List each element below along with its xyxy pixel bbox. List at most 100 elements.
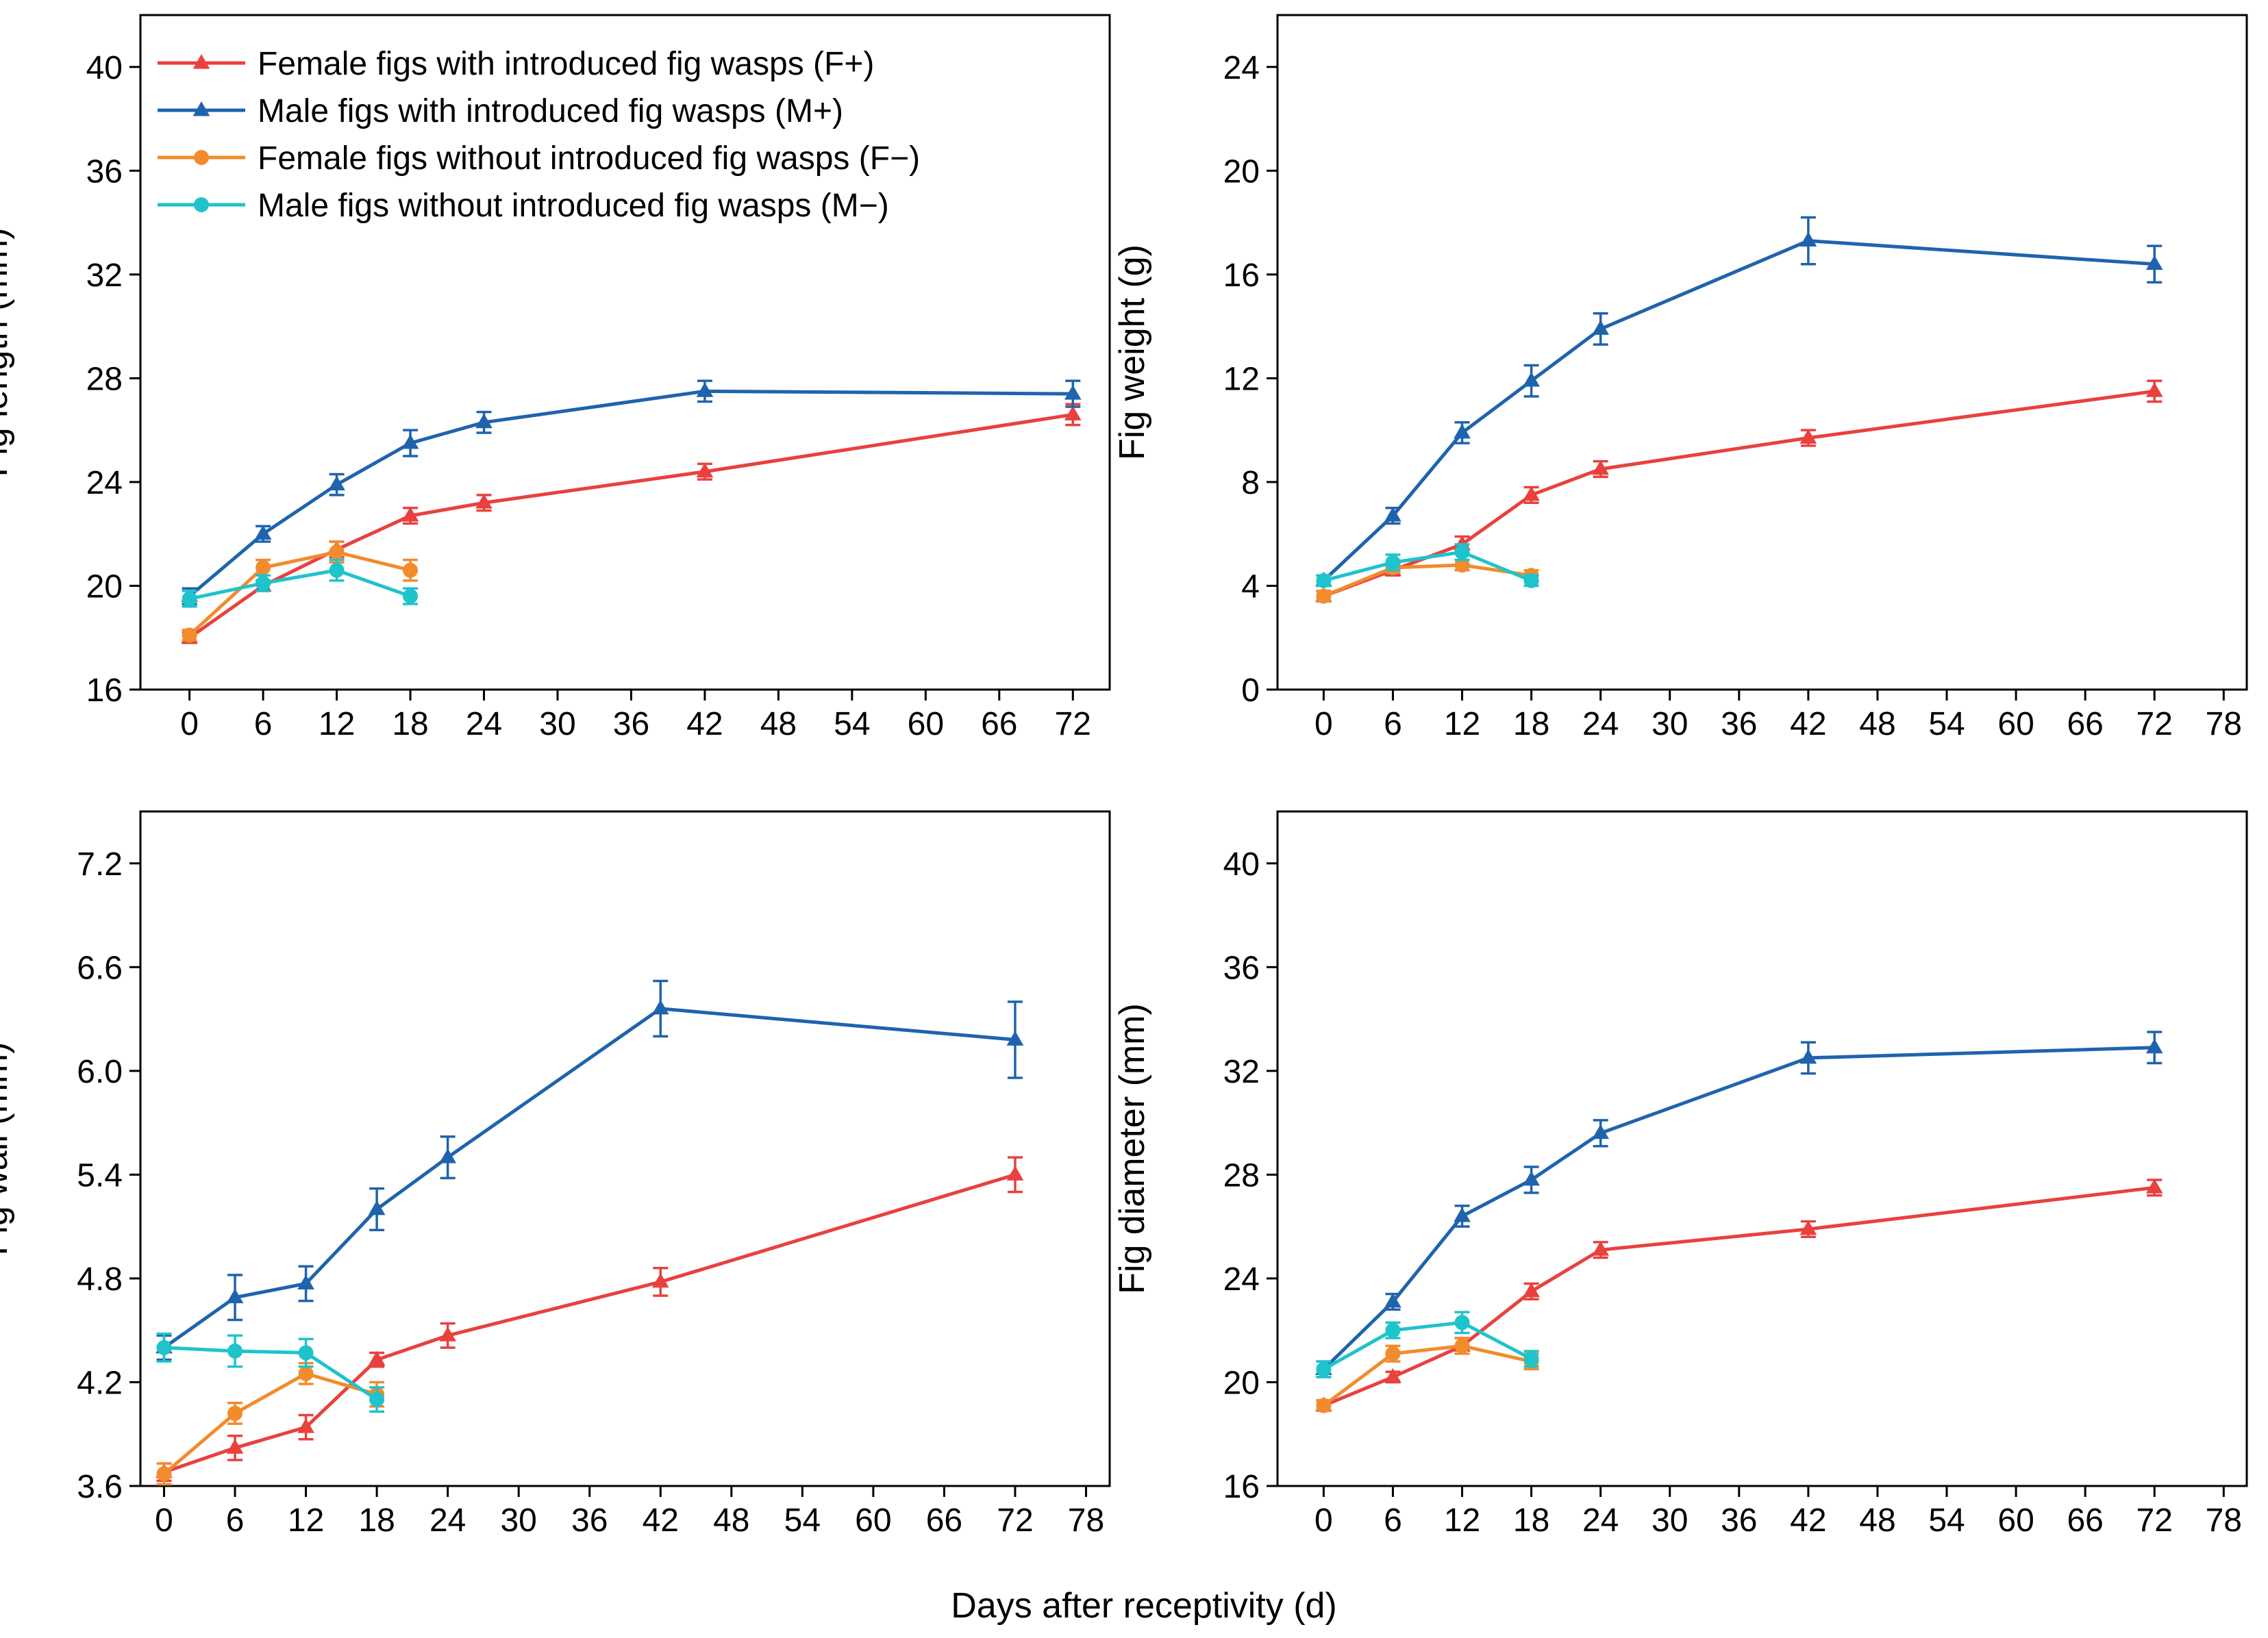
- plot-frame: [1276, 810, 2248, 1487]
- data-point: [1385, 1346, 1401, 1361]
- y-tick-label: 8: [1241, 465, 1260, 501]
- series-line: [163, 1007, 1016, 1349]
- x-tick-label: 30: [539, 706, 575, 742]
- series-line: [1323, 1320, 1532, 1371]
- data-point: [368, 1350, 386, 1366]
- series-Fminus: [1316, 557, 1539, 604]
- y-tick-label: 16: [86, 672, 123, 709]
- data-point: [1454, 1207, 1471, 1222]
- series-Mminus: [1316, 543, 1539, 588]
- data-point: [1316, 572, 1332, 588]
- series-Fminus: [1316, 1337, 1539, 1413]
- data-point: [1385, 1322, 1401, 1338]
- data-point: [1064, 405, 1082, 420]
- data-point: [651, 1272, 669, 1288]
- series-line: [1323, 550, 1532, 583]
- x-tick-label: 60: [908, 706, 944, 742]
- legend-marker: [192, 54, 210, 69]
- data-point: [439, 1148, 457, 1163]
- data-point: [1384, 507, 1401, 522]
- x-tick-label: 12: [319, 706, 355, 742]
- y-tick-label: 0: [1241, 672, 1260, 709]
- data-point: [1454, 557, 1470, 573]
- x-tick-label: 36: [1721, 706, 1757, 742]
- data-point: [256, 559, 271, 575]
- data-point: [156, 1466, 172, 1482]
- x-axis-label: Days after receptivity (d): [951, 1586, 1337, 1626]
- x-tick-label: 48: [1859, 1502, 1895, 1539]
- x-tick-label: 6: [1384, 706, 1402, 742]
- x-tick-label: 42: [643, 1502, 679, 1539]
- x-tick-label: 0: [1314, 706, 1333, 742]
- data-point: [2145, 382, 2163, 397]
- x-tick-label: 18: [1513, 706, 1549, 742]
- data-point: [1799, 1048, 1817, 1064]
- data-point: [1006, 1166, 1024, 1181]
- x-tick-label: 24: [1582, 1502, 1619, 1539]
- data-point: [298, 1365, 314, 1381]
- x-tick-label: 0: [155, 1502, 173, 1539]
- data-point: [475, 413, 493, 429]
- data-point: [1523, 1351, 1539, 1367]
- y-tick-label: 20: [1223, 1365, 1260, 1401]
- y-tick-label: 16: [1223, 257, 1260, 294]
- series-line: [1323, 1185, 2155, 1407]
- x-tick-label: 60: [855, 1502, 891, 1539]
- x-tick-label: 66: [2067, 706, 2103, 742]
- panel-wall: 3.6 4.2 4.8 5.4 6.0 6.6 7.2 0 6 12 18 24 30 36 42 48 54 6…: [0, 810, 1111, 1539]
- series-Fplus: [1315, 379, 2163, 603]
- y-tick-label: 4: [1241, 568, 1260, 605]
- x-tick-label: 54: [834, 706, 870, 742]
- data-point: [1592, 459, 1610, 475]
- series-Mplus: [181, 379, 1082, 605]
- x-tick-label: 30: [1652, 1502, 1688, 1539]
- y-axis-label: Fig length (mm): [0, 227, 15, 477]
- y-tick-label: 6.6: [77, 950, 123, 986]
- data-point: [1316, 1361, 1332, 1377]
- data-point: [1523, 1170, 1540, 1186]
- data-point: [182, 627, 197, 643]
- legend-item: Female figs without introduced fig wasps…: [158, 140, 920, 177]
- series-line: [1322, 1344, 1532, 1407]
- x-tick-label: 72: [2136, 706, 2173, 742]
- series-line: [188, 389, 1073, 598]
- data-point: [2145, 1179, 2163, 1194]
- x-tick-label: 12: [288, 1502, 324, 1539]
- series-Mminus: [156, 1332, 385, 1413]
- series-line: [1322, 1046, 2155, 1371]
- legend-label: Female figs without introduced fig wasps…: [258, 140, 920, 177]
- plot-frame: [1276, 14, 2248, 691]
- x-tick-label: 54: [1928, 706, 1965, 742]
- x-tick-label: 48: [713, 1502, 749, 1539]
- data-point: [1384, 1368, 1401, 1383]
- series-Mminus: [182, 558, 419, 608]
- x-tick-label: 6: [226, 1502, 245, 1539]
- y-axis-label: Fig weight (g): [1112, 244, 1152, 460]
- x-tick-label: 78: [2206, 1502, 2242, 1539]
- data-point: [227, 1405, 243, 1421]
- data-point: [298, 1345, 314, 1361]
- legend-item: Male figs with introduced fig wasps (M+): [158, 93, 843, 129]
- data-point: [226, 1439, 244, 1454]
- data-point: [254, 525, 272, 540]
- series-Fplus: [155, 1156, 1024, 1483]
- legend-marker: [194, 197, 209, 212]
- data-point: [651, 999, 669, 1015]
- x-tick-label: 12: [1444, 706, 1480, 742]
- x-tick-label: 48: [1859, 706, 1895, 742]
- data-point: [227, 1344, 243, 1359]
- data-point: [1799, 231, 1817, 247]
- data-point: [368, 1200, 386, 1215]
- x-tick-label: 24: [1582, 706, 1619, 742]
- x-tick-label: 42: [1790, 1502, 1826, 1539]
- x-tick-label: 36: [1721, 1502, 1757, 1539]
- x-tick-label: 72: [2136, 1502, 2173, 1539]
- series-Mplus: [1315, 216, 2163, 588]
- y-tick-label: 40: [1223, 846, 1260, 883]
- series-line: [1323, 563, 1532, 598]
- data-point: [1523, 1282, 1540, 1298]
- x-tick-label: 72: [997, 1502, 1033, 1539]
- series-line: [163, 1172, 1016, 1474]
- y-tick-label: 24: [86, 465, 123, 501]
- y-tick-label: 24: [1223, 1261, 1260, 1298]
